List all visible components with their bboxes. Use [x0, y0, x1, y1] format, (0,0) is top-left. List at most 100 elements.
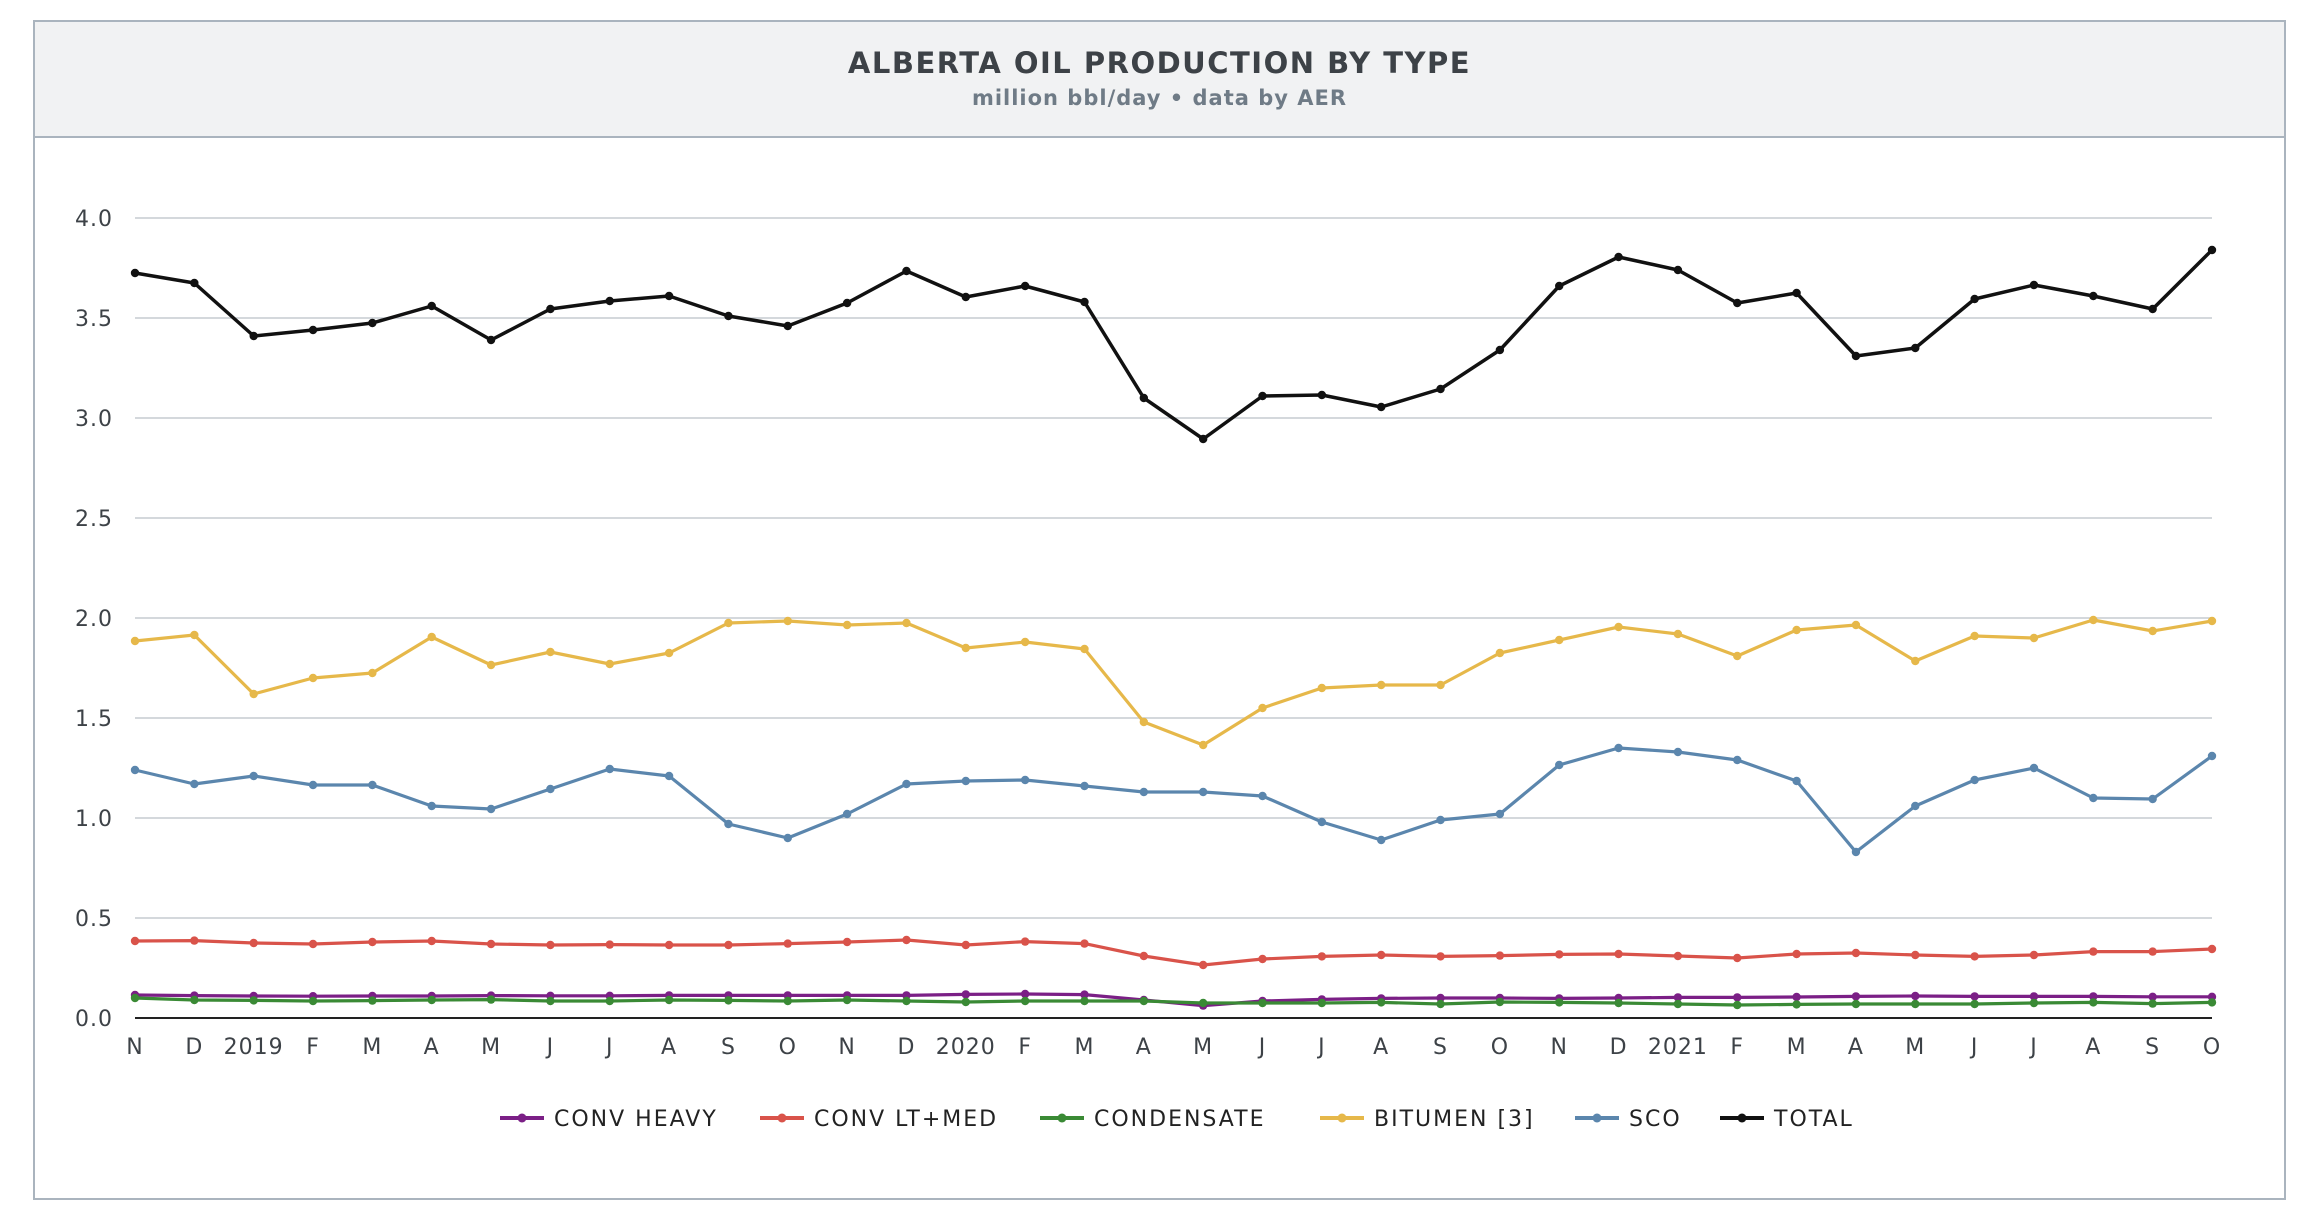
data-point	[724, 618, 733, 628]
legend-item[interactable]: BITUMEN [3]	[1320, 1107, 1535, 1132]
x-tick-label: M	[1905, 1035, 1925, 1060]
data-point	[1673, 629, 1683, 639]
data-point	[2148, 999, 2157, 1008]
data-point	[1970, 775, 1979, 785]
data-point	[724, 311, 733, 321]
data-point	[961, 776, 970, 786]
data-point	[724, 996, 733, 1005]
data-point	[1080, 990, 1089, 999]
data-point	[368, 996, 377, 1005]
data-point	[664, 291, 674, 301]
data-point	[2089, 947, 2098, 956]
data-point	[308, 780, 318, 790]
data-point	[1436, 993, 1445, 1003]
data-point	[1080, 939, 1089, 948]
data-point	[1851, 948, 1861, 958]
data-point	[1792, 949, 1801, 959]
data-point	[902, 779, 911, 789]
x-tick-label: A	[661, 1035, 677, 1060]
legend-swatch-point	[777, 1113, 787, 1123]
data-point	[605, 996, 614, 1006]
data-point	[1614, 743, 1623, 753]
data-point	[902, 935, 911, 945]
data-point	[1673, 747, 1683, 757]
data-point	[249, 996, 258, 1005]
data-point	[783, 616, 792, 626]
data-point	[427, 301, 436, 311]
legend-item[interactable]: CONV LT+MED	[760, 1107, 998, 1132]
data-point	[368, 937, 377, 947]
x-tick-label: D	[185, 1035, 203, 1060]
data-point	[664, 771, 674, 781]
data-point	[961, 643, 970, 653]
legend-item[interactable]: CONDENSATE	[1040, 1107, 1266, 1132]
x-tick-label: A	[424, 1035, 440, 1060]
legend[interactable]: CONV HEAVY CONV LT+MED CONDENSATE BITUMEN […	[500, 1107, 1854, 1132]
x-tick-label: M	[1787, 1035, 1807, 1060]
data-point	[1851, 351, 1861, 361]
x-tick-label: J	[604, 1035, 614, 1060]
legend-item[interactable]: TOTAL	[1720, 1107, 1854, 1132]
data-point	[130, 268, 140, 278]
data-point	[308, 673, 318, 683]
x-tick-label: N	[838, 1035, 855, 1060]
data-point	[783, 996, 792, 1006]
y-tick-label: 3.5	[75, 307, 113, 332]
data-point	[486, 995, 496, 1004]
data-point	[2029, 998, 2039, 1008]
data-point	[902, 266, 911, 276]
data-point	[368, 318, 377, 328]
data-point	[249, 771, 258, 781]
data-point	[724, 819, 733, 829]
data-point	[190, 995, 199, 1005]
data-point	[1733, 298, 1742, 308]
data-point	[427, 632, 436, 642]
legend-label: BITUMEN [3]	[1374, 1107, 1535, 1132]
data-point	[842, 809, 852, 819]
x-tick-label: D	[897, 1035, 915, 1060]
data-point	[1970, 999, 1979, 1009]
data-point	[368, 668, 377, 678]
data-point	[2029, 992, 2039, 1001]
data-point	[1139, 787, 1149, 797]
legend-label: CONDENSATE	[1094, 1107, 1266, 1132]
data-point	[1377, 950, 1386, 960]
data-point	[190, 779, 199, 789]
data-point	[605, 296, 614, 306]
data-point	[249, 331, 258, 341]
series-sco	[130, 743, 2217, 857]
data-point	[1495, 809, 1505, 819]
x-tick-label: M	[1193, 1035, 1213, 1060]
data-point	[2207, 751, 2217, 761]
data-point	[842, 298, 852, 308]
data-point	[1614, 622, 1623, 632]
legend-item[interactable]: CONV HEAVY	[500, 1107, 718, 1132]
data-point	[130, 765, 140, 775]
data-point	[249, 938, 258, 948]
data-point	[1198, 740, 1208, 750]
x-tick-label: N	[1550, 1035, 1567, 1060]
data-point	[1317, 817, 1327, 827]
data-point	[605, 659, 614, 669]
data-point	[1495, 648, 1505, 658]
data-point	[2207, 944, 2217, 954]
data-point	[1258, 791, 1267, 801]
data-point	[1970, 952, 1979, 961]
data-point	[1911, 801, 1920, 811]
data-point	[2148, 626, 2157, 636]
data-point	[308, 325, 318, 335]
legend-item[interactable]: SCO	[1575, 1107, 1682, 1132]
data-point	[605, 940, 614, 949]
data-point	[1555, 281, 1564, 291]
legend-label: CONV LT+MED	[814, 1107, 998, 1132]
data-point	[2029, 633, 2039, 643]
data-point	[1139, 393, 1149, 403]
data-point	[842, 620, 852, 630]
data-point	[1258, 703, 1267, 713]
data-point	[1733, 953, 1742, 963]
data-point	[1080, 297, 1089, 307]
data-point	[249, 689, 258, 699]
x-tick-label: S	[2145, 1035, 2160, 1060]
data-point	[664, 648, 674, 658]
